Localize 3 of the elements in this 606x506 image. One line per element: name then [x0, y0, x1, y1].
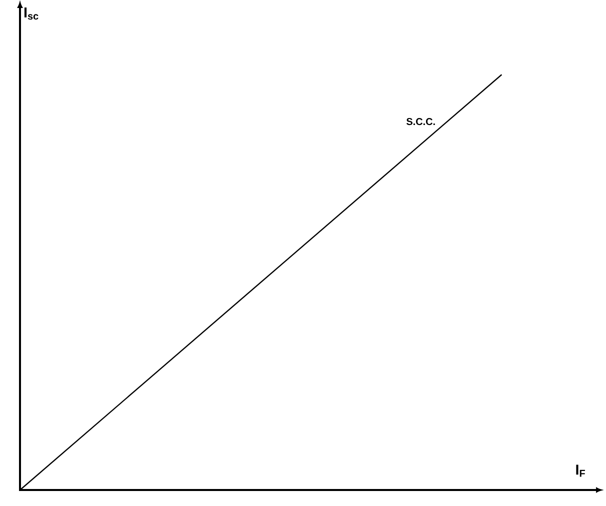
- x-axis-title: I$_{F}$: [576, 464, 585, 477]
- annotation: S.C.C.: [406, 118, 435, 126]
- y-axis-title: I$_{sc}$: [24, 8, 38, 20]
